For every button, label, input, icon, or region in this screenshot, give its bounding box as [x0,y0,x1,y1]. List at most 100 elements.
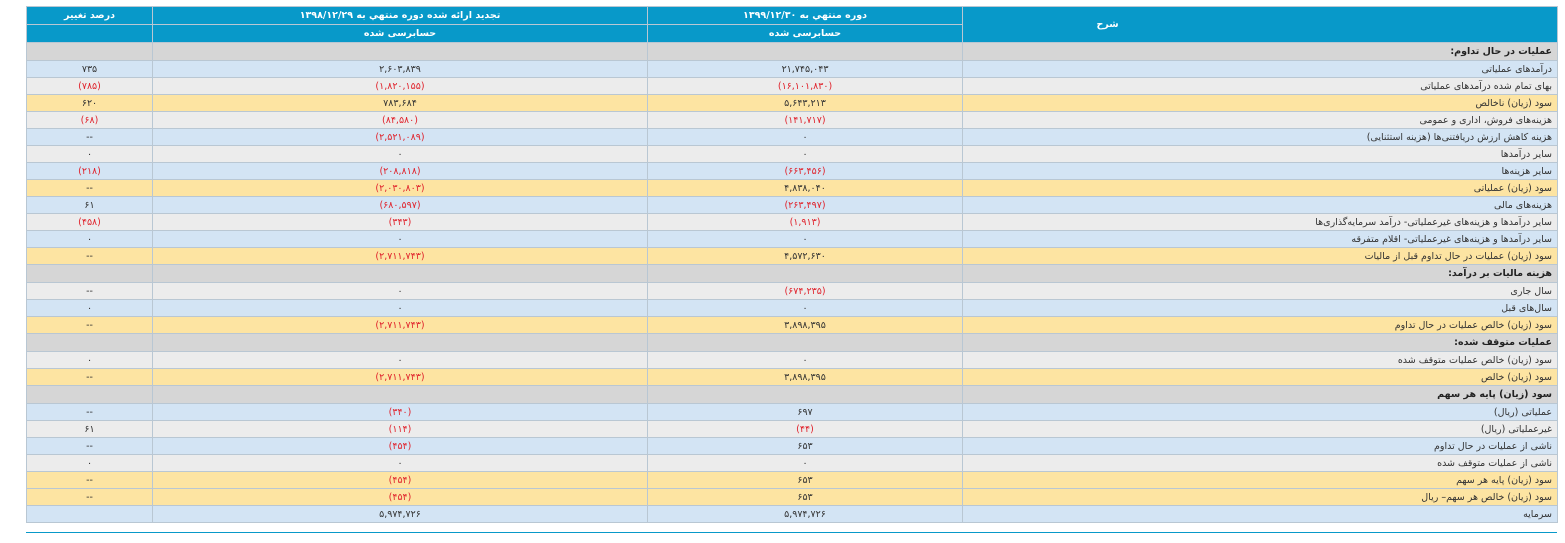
cell-current: ۰ [647,145,963,163]
cell-previous: (۱۱۴) [152,420,648,438]
cell-current: ۵,۶۴۳,۲۱۳ [647,94,963,112]
cell-current [647,42,963,61]
cell-current: (۶۶۳,۴۵۶) [647,162,963,180]
cell-previous: (۲۰۸,۸۱۸) [152,162,648,180]
header-previous-status: حسابرسی شده [152,24,648,43]
cell-change: -- [26,247,153,265]
cell-current: (۱,۹۱۳) [647,213,963,231]
section-row: عملیات در حال تداوم: [26,42,1558,61]
table-row: غیرعملیاتی (ریال) (۴۴) (۱۱۴) ۶۱ [26,420,1558,438]
cell-current: ۰ [647,128,963,146]
cell-change: -- [26,488,153,506]
table-bottom-border [26,532,1557,533]
row-description: سود (زیان) عملیات در حال تداوم قبل از ما… [962,247,1558,265]
cell-change: -- [26,368,153,386]
section-title: عملیات متوقف شده: [962,333,1558,352]
table-row: سود (زیان) ناخالص ۵,۶۴۳,۲۱۳ ۷۸۳,۶۸۴ ۶۲۰ [26,94,1558,112]
cell-current: ۰ [647,230,963,248]
cell-previous: ۰ [152,454,648,472]
cell-change: -- [26,179,153,197]
cell-change [26,505,153,523]
row-description: سود (زیان) خالص عملیات متوقف شده [962,351,1558,369]
cell-current [647,385,963,404]
cell-previous: (۲,۰۳۰,۸۰۳) [152,179,648,197]
cell-change: -- [26,471,153,489]
cell-change: -- [26,316,153,334]
table-row: سود (زیان) عملیات در حال تداوم قبل از ما… [26,247,1558,265]
table-row: سال جاری (۶۷۴,۲۳۵) ۰ -- [26,282,1558,300]
section-title: هزینه مالیات بر درآمد: [962,264,1558,283]
table-row: سال‌های قبل ۰ ۰ ۰ [26,299,1558,317]
table-row: سود (زیان) خالص ۳,۸۹۸,۳۹۵ (۲,۷۱۱,۷۴۳) -- [26,368,1558,386]
cell-current: ۶۵۳ [647,488,963,506]
table-row: سرمایه ۵,۹۷۴,۷۲۶ ۵,۹۷۴,۷۲۶ [26,505,1558,523]
cell-current: ۰ [647,454,963,472]
cell-current: ۰ [647,351,963,369]
row-description: درآمدهای عملیاتی [962,60,1558,78]
row-description: سال‌های قبل [962,299,1558,317]
cell-previous: (۳۴۳) [152,213,648,231]
cell-previous [152,42,648,61]
cell-previous: ۲,۶۰۳,۸۳۹ [152,60,648,78]
cell-change [26,264,153,283]
table-row: سود (زیان) عملیاتی ۴,۸۳۸,۰۴۰ (۲,۰۳۰,۸۰۳) -- [26,179,1558,197]
cell-previous: (۲,۷۱۱,۷۴۳) [152,316,648,334]
table-header: شرح دوره منتهي به ۱۳۹۹/۱۲/۳۰ تجدید ارائه… [26,6,1558,43]
cell-change: (۶۸) [26,111,153,129]
row-description: سود (زیان) ناخالص [962,94,1558,112]
cell-previous: (۴۵۴) [152,437,648,455]
row-description: ناشی از عملیات متوقف شده [962,454,1558,472]
table-row: ناشی از عملیات متوقف شده ۰ ۰ ۰ [26,454,1558,472]
row-description: سود (زیان) عملیاتی [962,179,1558,197]
cell-previous: (۴۵۴) [152,471,648,489]
cell-change: ۰ [26,454,153,472]
cell-current: ۴,۸۳۸,۰۴۰ [647,179,963,197]
row-description: هزینه کاهش ارزش دریافتنی‌ها (هزینه استثن… [962,128,1558,146]
table-row: هزینه کاهش ارزش دریافتنی‌ها (هزینه استثن… [26,128,1558,146]
cell-current: (۱۴۱,۷۱۷) [647,111,963,129]
cell-current: ۶۹۷ [647,403,963,421]
row-description: سرمایه [962,505,1558,523]
table-row: هزینه‌های فروش، اداری و عمومی (۱۴۱,۷۱۷) (۸… [26,111,1558,129]
section-title: عملیات در حال تداوم: [962,42,1558,61]
table-row: سایر هزینه‌ها (۶۶۳,۴۵۶) (۲۰۸,۸۱۸) (۲۱۸) [26,162,1558,180]
cell-current: ۳,۸۹۸,۳۹۵ [647,316,963,334]
cell-change: -- [26,403,153,421]
cell-previous: ۵,۹۷۴,۷۲۶ [152,505,648,523]
row-description: سال جاری [962,282,1558,300]
table-row: عملیاتی (ریال) ۶۹۷ (۳۴۰) -- [26,403,1558,421]
cell-previous: (۲,۷۱۱,۷۴۳) [152,247,648,265]
table-body: عملیات در حال تداوم: درآمدهای عملیاتی ۲۱,۷… [26,42,1558,523]
cell-previous: (۲,۵۲۱,۰۸۹) [152,128,648,146]
cell-current: ۳,۸۹۸,۳۹۵ [647,368,963,386]
row-description: سایر درآمدها و هزینه‌های غیرعملیاتی- اقل… [962,230,1558,248]
table-row: سود (زیان) پایه هر سهم ۶۵۳ (۴۵۴) -- [26,471,1558,489]
cell-previous: ۰ [152,282,648,300]
cell-change: ۰ [26,299,153,317]
header-change-percent: درصد تغییر [26,6,153,25]
cell-change: ۰ [26,230,153,248]
row-description: عملیاتی (ریال) [962,403,1558,421]
cell-previous: (۲,۷۱۱,۷۴۳) [152,368,648,386]
cell-current: ۴,۵۷۲,۶۳۰ [647,247,963,265]
row-description: سود (زیان) پایه هر سهم [962,471,1558,489]
cell-previous: ۰ [152,145,648,163]
row-description: ناشی از عملیات در حال تداوم [962,437,1558,455]
header-previous-period: تجدید ارائه شده دوره منتهي به ۱۳۹۸/۱۲/۲۹ [152,6,648,25]
row-description: سود (زیان) خالص عملیات در حال تداوم [962,316,1558,334]
header-description: شرح [962,6,1558,43]
cell-change: ۰ [26,145,153,163]
table-row: سود (زیان) خالص عملیات در حال تداوم ۳,۸۹۸… [26,316,1558,334]
cell-previous: ۰ [152,299,648,317]
cell-change: (۷۸۵) [26,77,153,95]
row-description: سایر درآمدها و هزینه‌های غیرعملیاتی- درآ… [962,213,1558,231]
cell-previous [152,333,648,352]
cell-previous: (۸۴,۵۸۰) [152,111,648,129]
row-description: بهای تمام شده درآمدهای عملیاتی [962,77,1558,95]
cell-previous: (۳۴۰) [152,403,648,421]
row-description: سود (زیان) خالص هر سهم– ریال [962,488,1558,506]
header-change-empty [26,24,153,43]
row-description: هزینه‌های مالی [962,196,1558,214]
cell-previous [152,264,648,283]
cell-change: ۶۱ [26,420,153,438]
